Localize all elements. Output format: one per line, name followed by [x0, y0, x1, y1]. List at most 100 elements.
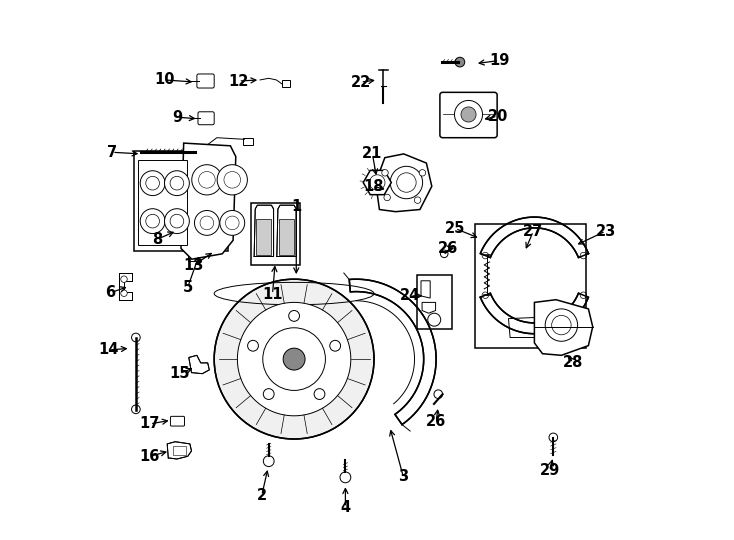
Polygon shape: [214, 279, 374, 439]
Circle shape: [419, 170, 426, 176]
Text: 26: 26: [438, 241, 458, 256]
Text: 17: 17: [139, 416, 160, 431]
Bar: [256, 219, 272, 255]
Circle shape: [247, 340, 258, 351]
Text: 20: 20: [487, 109, 508, 124]
Circle shape: [415, 197, 421, 204]
Text: 8: 8: [153, 232, 163, 247]
Polygon shape: [349, 279, 436, 424]
Text: 1: 1: [291, 199, 302, 214]
Circle shape: [482, 292, 489, 299]
Text: 14: 14: [98, 342, 119, 357]
Text: 26: 26: [426, 414, 446, 429]
Text: 25: 25: [445, 221, 465, 236]
Circle shape: [192, 165, 222, 195]
Circle shape: [330, 340, 341, 351]
Circle shape: [482, 252, 489, 259]
Text: 5: 5: [183, 280, 193, 295]
Circle shape: [121, 276, 127, 282]
Bar: [134, 151, 228, 251]
FancyBboxPatch shape: [193, 146, 206, 159]
FancyBboxPatch shape: [197, 74, 214, 88]
Circle shape: [384, 194, 390, 201]
Circle shape: [340, 472, 351, 483]
Text: 4: 4: [341, 500, 350, 515]
Circle shape: [549, 433, 558, 442]
Text: 7: 7: [107, 145, 117, 160]
Polygon shape: [363, 170, 391, 195]
Circle shape: [264, 456, 274, 467]
Circle shape: [580, 292, 586, 299]
Circle shape: [195, 211, 219, 235]
Bar: [251, 202, 299, 265]
Polygon shape: [421, 281, 430, 298]
Circle shape: [263, 328, 325, 390]
Bar: [138, 160, 187, 245]
Text: 18: 18: [363, 179, 384, 194]
Text: 28: 28: [563, 355, 584, 370]
Text: 23: 23: [595, 224, 616, 239]
Circle shape: [454, 100, 482, 129]
Circle shape: [434, 390, 443, 399]
Text: 15: 15: [169, 366, 189, 381]
Polygon shape: [119, 273, 132, 300]
Text: 10: 10: [154, 72, 175, 87]
Circle shape: [455, 57, 465, 67]
Circle shape: [314, 389, 325, 400]
Circle shape: [220, 211, 244, 235]
Circle shape: [382, 170, 388, 176]
Circle shape: [164, 171, 189, 195]
Text: 12: 12: [228, 73, 249, 89]
Polygon shape: [181, 143, 236, 259]
Text: 24: 24: [400, 288, 421, 303]
Circle shape: [140, 171, 165, 195]
Circle shape: [164, 208, 189, 233]
Polygon shape: [189, 355, 209, 374]
Bar: [417, 275, 452, 329]
Text: 13: 13: [183, 258, 203, 273]
FancyBboxPatch shape: [170, 416, 184, 426]
Bar: [282, 80, 291, 87]
Polygon shape: [237, 302, 351, 416]
Circle shape: [461, 107, 476, 122]
Text: 21: 21: [362, 146, 382, 161]
Polygon shape: [376, 154, 432, 212]
Polygon shape: [480, 293, 589, 334]
FancyBboxPatch shape: [440, 92, 497, 138]
Bar: [244, 138, 253, 145]
FancyBboxPatch shape: [198, 112, 214, 125]
Polygon shape: [277, 205, 297, 256]
Text: 29: 29: [539, 463, 559, 478]
Text: 6: 6: [106, 285, 115, 300]
Text: 11: 11: [262, 287, 283, 302]
Polygon shape: [167, 442, 192, 459]
Circle shape: [131, 333, 140, 342]
Text: 9: 9: [172, 110, 182, 125]
Circle shape: [428, 313, 440, 326]
Circle shape: [121, 290, 127, 296]
Circle shape: [140, 208, 165, 233]
Circle shape: [264, 389, 274, 400]
Polygon shape: [480, 217, 589, 258]
Text: 22: 22: [350, 75, 371, 90]
Circle shape: [217, 165, 247, 195]
Bar: [475, 224, 586, 348]
Text: 2: 2: [257, 488, 266, 503]
Polygon shape: [422, 302, 435, 313]
Polygon shape: [534, 300, 593, 355]
Circle shape: [390, 166, 423, 199]
Circle shape: [283, 348, 305, 370]
Text: 16: 16: [139, 449, 160, 464]
Text: 3: 3: [398, 469, 408, 484]
Bar: [172, 446, 186, 455]
Circle shape: [288, 310, 299, 321]
Polygon shape: [254, 205, 274, 256]
Bar: [279, 219, 294, 255]
Text: 19: 19: [489, 53, 509, 68]
Circle shape: [440, 250, 448, 258]
Circle shape: [131, 405, 140, 414]
Circle shape: [580, 252, 586, 259]
Text: 27: 27: [523, 224, 543, 239]
Circle shape: [545, 309, 578, 341]
Bar: [188, 254, 200, 261]
